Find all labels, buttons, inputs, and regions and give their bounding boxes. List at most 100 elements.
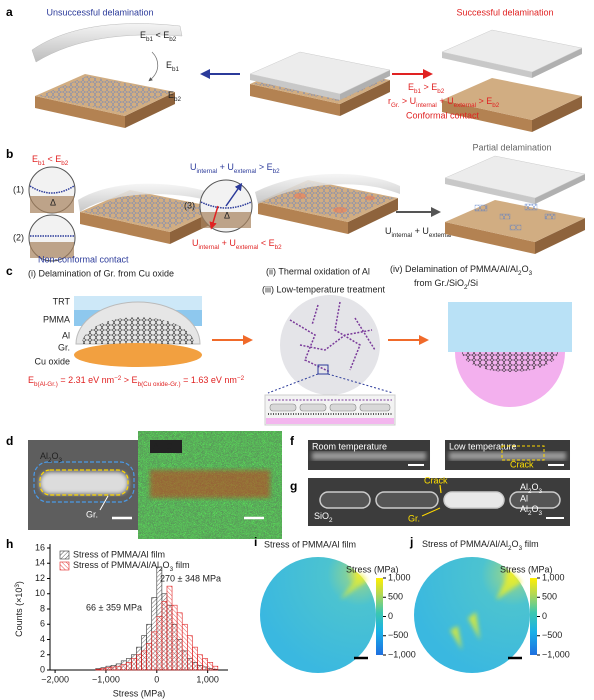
layer-label: Al2O3 (520, 482, 543, 494)
text-segment: film (522, 539, 539, 549)
panel-label: a (6, 5, 13, 19)
bar (207, 662, 214, 671)
pmma-block (448, 302, 572, 352)
text-segment: Stress of PMMA/Al/Al (73, 560, 159, 570)
caption: Conformal contact (406, 110, 480, 120)
text-segment: 2 (528, 510, 532, 517)
substrate (30, 242, 74, 258)
layer-label: Al (520, 493, 528, 503)
y-axis-label: Counts (×103) (14, 581, 25, 637)
bar (105, 667, 112, 671)
text-segment: from Gr./SiO (414, 278, 464, 288)
cbar-label: Stress (MPa) (346, 564, 399, 574)
bar (192, 646, 198, 671)
x-tick-label: 1,000 (196, 674, 219, 684)
title-left: Unsuccessful delamination (46, 7, 153, 17)
text-segment: b1 (172, 66, 180, 73)
text-segment: Counts (×10 (14, 588, 24, 637)
bar (95, 668, 102, 671)
step: (iv) Delamination of PMMA/Al/Al2O3 (390, 264, 533, 276)
label: Gr. (408, 513, 420, 523)
label: Room temperature (312, 441, 387, 451)
label: Crack (424, 475, 448, 485)
equation: Uinternal + Uexternal < Eb2 (192, 238, 282, 250)
bar (187, 635, 193, 671)
delta: Δ (50, 197, 56, 207)
y-tick-label: 12 (35, 573, 45, 583)
colorbar-tick-label: 500 (388, 592, 403, 602)
panel-e: e Al O (147, 434, 270, 530)
text-segment: Al (40, 451, 48, 461)
text-segment: b(Cu oxide-Gr.) (138, 381, 181, 388)
text-segment: 2 (518, 270, 522, 277)
bar (110, 666, 117, 671)
text-segment: b2 (275, 244, 283, 251)
text-segment: b2 (169, 36, 177, 43)
text-segment: external (236, 244, 258, 251)
annotation: 66 ± 359 MPa (86, 602, 142, 612)
y-tick-label: 10 (35, 588, 45, 598)
text-segment: b1 (38, 160, 46, 167)
text-segment: 2 (464, 284, 468, 291)
text-segment: = 1.63 eV nm (181, 375, 237, 385)
oxidation-circle (280, 295, 380, 395)
legend-label: Stress of PMMA/Al film (73, 549, 165, 559)
text-segment: 2 (48, 457, 52, 464)
text-segment: r (388, 96, 391, 106)
layer-label: TRT (53, 296, 71, 306)
bubbles (294, 193, 375, 213)
text-segment: 3 (539, 510, 543, 517)
arrow (225, 182, 243, 207)
hot-spots (450, 570, 522, 650)
x-tick-label: 0 (154, 674, 159, 684)
text-segment: O (522, 264, 529, 274)
text-segment: 3 (59, 457, 63, 464)
text-segment: O (532, 482, 539, 492)
colorbar-tick-label: 0 (388, 611, 393, 621)
bar (166, 585, 173, 671)
panel-i: i Stress of PMMA/Al film Stress (MPa) 1,… (254, 535, 416, 673)
bar (100, 668, 107, 671)
text-segment: b(Al-Gr.) (34, 381, 58, 388)
text-segment: U (192, 238, 199, 248)
text-segment: external (429, 232, 451, 239)
pointer (439, 484, 442, 494)
bar (176, 612, 183, 671)
text-segment: 2 (508, 545, 512, 552)
text-segment: + U (437, 96, 454, 106)
text-segment: < E (153, 30, 169, 40)
text-segment: > U (399, 96, 416, 106)
pointer (421, 507, 441, 517)
graphene-line (29, 185, 75, 194)
legend-o: O (166, 441, 173, 451)
al-band (150, 470, 270, 498)
film (255, 173, 400, 204)
chains (289, 301, 376, 373)
cbar-label: Stress (MPa) (500, 564, 553, 574)
legend-swatch (59, 550, 70, 560)
equation: Eb1 < Eb2 (32, 154, 69, 166)
equation: Eb2 (168, 90, 182, 102)
film (31, 23, 183, 63)
text-segment: < E (45, 154, 61, 164)
text-segment: b2 (273, 168, 281, 175)
panel-label: b (6, 147, 13, 161)
bright-band (449, 452, 566, 460)
bright-band (312, 452, 426, 460)
text-segment: < E (258, 238, 274, 248)
x-tick-label: −2,000 (41, 674, 69, 684)
text-segment: O (163, 560, 170, 570)
title-right: Successful delamination (456, 7, 553, 17)
colorbar-tick-label: 1,000 (542, 572, 565, 582)
film (78, 183, 222, 212)
panel-g: g Crack Al2O3 Al Al2O3 Gr. SiO2 (290, 475, 570, 526)
text-segment: > E (421, 82, 437, 92)
y-tick-label: 4 (40, 634, 45, 644)
layer-label: Al2O3 (520, 504, 543, 516)
label: SiO2 (314, 511, 333, 523)
equation: rGr. > Uinternal + Uexternal > Eb2 (388, 96, 500, 108)
text-segment: /Si (468, 278, 479, 288)
panel-j: j Stress of PMMA/Al/Al2O3 film Stress (M… (409, 535, 570, 673)
panel-f: f Room temperature Low temperature Crack (290, 434, 570, 470)
layer-label: Gr. (58, 342, 70, 352)
